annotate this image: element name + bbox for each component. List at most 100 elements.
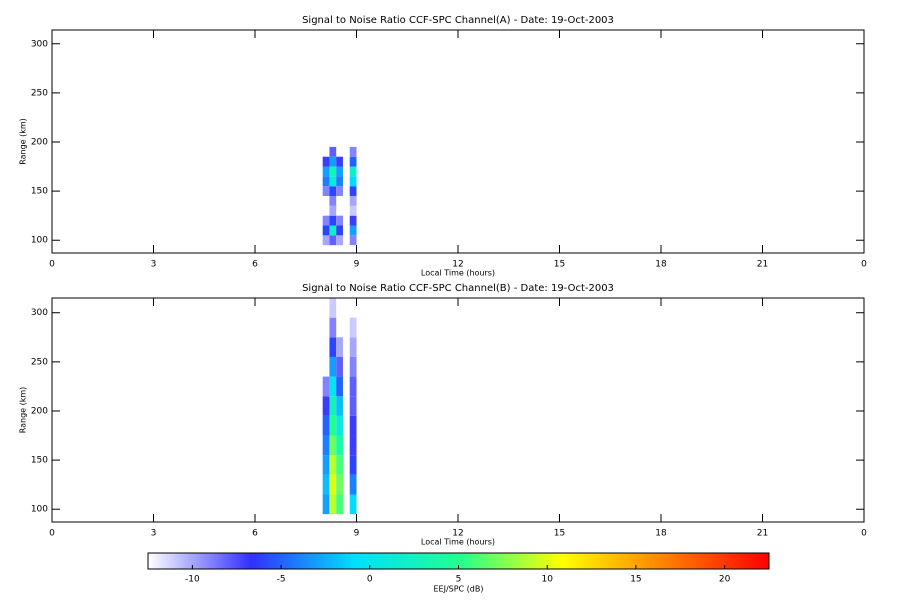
- x-tick-label: 0: [861, 529, 867, 539]
- x-tick-label: 9: [354, 260, 360, 270]
- heat-cell: [349, 396, 357, 416]
- heat-cell: [329, 146, 337, 157]
- heat-cell: [322, 156, 330, 167]
- x-tick-label: 12: [452, 260, 463, 270]
- heat-cell: [329, 415, 337, 436]
- y-tick-label: 250: [31, 357, 48, 367]
- x-tick-label: 6: [252, 260, 258, 270]
- x-tick-label: 18: [655, 260, 667, 270]
- heat-cell: [349, 455, 357, 475]
- heat-cell: [336, 215, 343, 226]
- heat-cell: [336, 396, 343, 416]
- heat-cell: [329, 494, 337, 515]
- heat-cell: [329, 186, 337, 197]
- heat-cell: [349, 494, 357, 515]
- heat-cell: [329, 215, 337, 226]
- x-tick-label: 6: [252, 529, 258, 539]
- x-axis-label: Local Time (hours): [421, 269, 495, 278]
- x-tick-label: 0: [49, 529, 55, 539]
- heat-cell: [336, 435, 343, 456]
- heat-cell: [336, 186, 343, 197]
- heat-cell: [322, 415, 330, 436]
- heat-cell: [322, 435, 330, 456]
- x-axis-label: Local Time (hours): [421, 538, 495, 547]
- heat-cell: [336, 356, 343, 377]
- heat-cell: [322, 494, 330, 515]
- heat-cell: [329, 196, 337, 206]
- heat-cell: [322, 376, 330, 397]
- heat-cell: [322, 455, 330, 475]
- heat-cell: [329, 376, 337, 397]
- chart-title: Signal to Noise Ratio CCF-SPC Channel(A)…: [302, 15, 614, 26]
- heat-cell: [322, 225, 330, 236]
- x-tick-label: 12: [452, 529, 463, 539]
- x-tick-label: 3: [151, 529, 157, 539]
- heat-cell: [329, 225, 337, 236]
- heat-cell: [349, 415, 357, 436]
- heat-cell: [322, 235, 330, 246]
- heat-cell: [329, 455, 337, 475]
- x-tick-label: 3: [151, 260, 157, 270]
- colorbar-tick-label: -10: [185, 575, 200, 585]
- heat-cell: [336, 494, 343, 515]
- heat-cell: [322, 474, 330, 495]
- heat-cell: [349, 337, 357, 357]
- x-tick-label: 21: [757, 529, 768, 539]
- heat-cell: [322, 215, 330, 226]
- y-tick-label: 100: [31, 236, 48, 246]
- colorbar-label: EEJ/SPC (dB): [433, 585, 483, 594]
- heat-cell: [329, 435, 337, 456]
- heat-cell: [336, 474, 343, 495]
- y-tick-label: 100: [31, 505, 48, 515]
- heat-cell: [336, 176, 343, 187]
- x-tick-label: 18: [655, 529, 667, 539]
- colorbar-tick-label: 20: [719, 575, 731, 585]
- heat-cell: [336, 337, 343, 357]
- heat-cell: [349, 176, 357, 187]
- heat-cell: [322, 396, 330, 416]
- heat-cell: [349, 146, 357, 157]
- heat-cell: [349, 435, 357, 456]
- heat-cell: [329, 235, 337, 246]
- heat-cell: [329, 205, 337, 216]
- colorbar-tick-label: 0: [367, 575, 373, 585]
- x-tick-label: 15: [554, 529, 565, 539]
- heat-cell: [322, 176, 330, 187]
- chart-title: Signal to Noise Ratio CCF-SPC Channel(B)…: [302, 283, 614, 294]
- y-tick-label: 300: [31, 308, 48, 318]
- heat-cell: [349, 186, 357, 197]
- heat-cell: [349, 215, 357, 226]
- y-tick-label: 150: [31, 456, 48, 466]
- colorbar-tick-label: -5: [277, 575, 286, 585]
- heat-cell: [349, 196, 357, 206]
- x-tick-label: 15: [554, 260, 565, 270]
- x-tick-label: 0: [49, 260, 55, 270]
- heat-cell: [349, 166, 357, 177]
- heat-cell: [329, 298, 337, 318]
- heat-cell: [349, 225, 357, 236]
- heat-cell: [349, 235, 357, 246]
- colorbar-tick-label: 15: [630, 575, 641, 585]
- heat-cell: [336, 415, 343, 436]
- heat-cell: [329, 356, 337, 377]
- plot-frame: [51, 29, 865, 254]
- heat-cell: [336, 376, 343, 397]
- y-axis-label: Range (km): [19, 387, 28, 434]
- colorbar-tick-label: 5: [456, 575, 462, 585]
- y-tick-label: 150: [31, 187, 48, 197]
- y-tick-label: 200: [31, 406, 48, 416]
- heat-cell: [336, 166, 343, 177]
- y-tick-label: 200: [31, 137, 48, 147]
- heat-cell: [329, 396, 337, 416]
- heat-cell: [349, 205, 357, 216]
- heat-cell: [336, 455, 343, 475]
- heat-cell: [349, 474, 357, 495]
- heat-cell: [329, 156, 337, 167]
- heat-cell: [329, 166, 337, 177]
- y-axis-label: Range (km): [19, 118, 28, 165]
- heat-cell: [329, 474, 337, 495]
- colorbar-tick-label: 10: [541, 575, 553, 585]
- x-tick-label: 21: [757, 260, 768, 270]
- heat-cell: [329, 317, 337, 338]
- heat-cell: [336, 225, 343, 236]
